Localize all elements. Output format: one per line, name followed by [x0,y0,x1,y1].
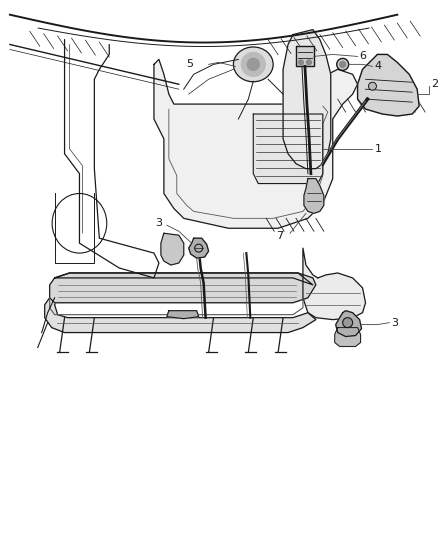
Polygon shape [161,233,184,265]
Polygon shape [303,248,366,320]
Polygon shape [154,59,357,228]
Text: 4: 4 [374,61,381,71]
Text: 2: 2 [431,79,438,89]
Polygon shape [189,238,208,258]
Text: 7: 7 [276,231,283,241]
Circle shape [337,59,349,70]
Circle shape [298,60,304,65]
Polygon shape [357,54,419,116]
Polygon shape [335,328,360,346]
Polygon shape [253,114,323,183]
Text: 3: 3 [391,318,398,328]
Circle shape [343,318,353,328]
Circle shape [307,60,311,65]
Circle shape [241,52,265,76]
Polygon shape [296,46,314,66]
Polygon shape [283,30,331,168]
Polygon shape [49,273,316,303]
Polygon shape [55,273,313,285]
Polygon shape [45,298,316,333]
Polygon shape [336,311,361,336]
Ellipse shape [233,47,273,82]
Text: 5: 5 [187,59,194,69]
Text: 3: 3 [155,219,162,228]
Polygon shape [304,179,324,213]
Text: 1: 1 [374,144,381,154]
Polygon shape [167,311,199,319]
Circle shape [340,61,346,67]
Circle shape [247,59,259,70]
Text: 6: 6 [360,51,367,61]
Circle shape [368,82,376,90]
